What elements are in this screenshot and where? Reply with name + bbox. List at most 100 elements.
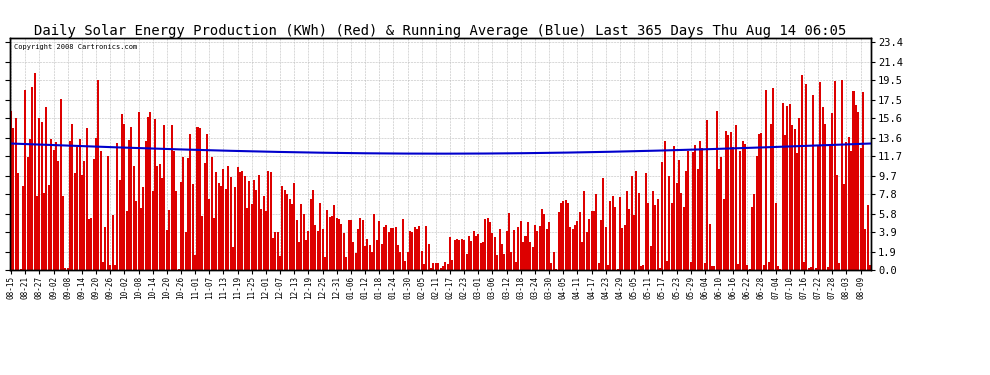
Bar [237, 166, 239, 270]
Bar [644, 173, 646, 270]
Bar [390, 228, 392, 270]
Bar [694, 146, 696, 270]
Bar [74, 172, 76, 270]
Bar [847, 136, 849, 270]
Bar [586, 232, 588, 270]
Bar [119, 180, 121, 270]
Bar [438, 263, 440, 270]
Bar [530, 243, 532, 270]
Bar [36, 196, 38, 270]
Bar [269, 172, 271, 270]
Bar [247, 209, 248, 270]
Bar [255, 190, 257, 270]
Bar [569, 227, 571, 270]
Bar [765, 90, 767, 270]
Bar [235, 187, 237, 270]
Bar [262, 196, 264, 270]
Bar [218, 183, 220, 270]
Bar [825, 124, 827, 270]
Bar [54, 142, 56, 270]
Bar [211, 156, 213, 270]
Bar [453, 240, 455, 270]
Title: Daily Solar Energy Production (KWh) (Red) & Running Average (Blue) Last 365 Days: Daily Solar Energy Production (KWh) (Red… [35, 24, 846, 38]
Bar [501, 244, 503, 270]
Bar [133, 166, 135, 270]
Bar [836, 175, 838, 270]
Bar [399, 252, 401, 270]
Bar [227, 166, 229, 270]
Bar [85, 128, 87, 270]
Bar [791, 125, 793, 270]
Bar [484, 219, 486, 270]
Bar [112, 214, 114, 270]
Bar [298, 242, 300, 270]
Bar [128, 140, 130, 270]
Bar [83, 161, 85, 270]
Bar [411, 232, 413, 270]
Bar [170, 126, 172, 270]
Bar [820, 81, 822, 270]
Bar [541, 209, 544, 270]
Bar [121, 114, 123, 270]
Bar [813, 95, 815, 270]
Bar [456, 239, 458, 270]
Bar [614, 207, 616, 270]
Bar [557, 212, 559, 270]
Bar [743, 144, 745, 270]
Bar [822, 107, 824, 270]
Bar [758, 134, 760, 270]
Bar [62, 196, 64, 270]
Bar [284, 190, 286, 270]
Bar [165, 231, 168, 270]
Bar [177, 269, 179, 270]
Bar [293, 183, 295, 270]
Bar [199, 128, 201, 270]
Bar [593, 211, 595, 270]
Bar [296, 220, 298, 270]
Bar [760, 133, 762, 270]
Bar [522, 242, 524, 270]
Bar [402, 219, 404, 270]
Bar [520, 221, 522, 270]
Bar [680, 193, 682, 270]
Bar [713, 266, 716, 270]
Bar [102, 262, 104, 270]
Bar [706, 120, 708, 270]
Bar [154, 119, 156, 270]
Bar [690, 262, 692, 270]
Bar [48, 185, 50, 270]
Bar [34, 73, 36, 270]
Bar [753, 194, 755, 270]
Bar [852, 91, 854, 270]
Bar [737, 264, 739, 270]
Bar [772, 88, 774, 270]
Bar [352, 242, 354, 270]
Bar [357, 228, 359, 270]
Bar [685, 171, 687, 270]
Bar [17, 173, 19, 270]
Bar [605, 227, 607, 270]
Bar [376, 240, 378, 270]
Bar [440, 268, 442, 270]
Bar [784, 135, 786, 270]
Bar [317, 231, 319, 270]
Bar [105, 226, 107, 270]
Bar [539, 226, 541, 270]
Bar [27, 157, 29, 270]
Bar [404, 261, 406, 270]
Bar [76, 147, 78, 270]
Bar [808, 268, 810, 270]
Bar [537, 231, 539, 270]
Bar [723, 199, 725, 270]
Bar [622, 228, 624, 270]
Bar [66, 267, 68, 270]
Bar [57, 161, 59, 270]
Bar [659, 268, 661, 270]
Bar [552, 252, 554, 270]
Bar [617, 269, 619, 270]
Bar [636, 171, 638, 270]
Bar [649, 246, 651, 270]
Bar [230, 177, 232, 270]
Bar [666, 261, 668, 270]
Bar [364, 246, 366, 270]
